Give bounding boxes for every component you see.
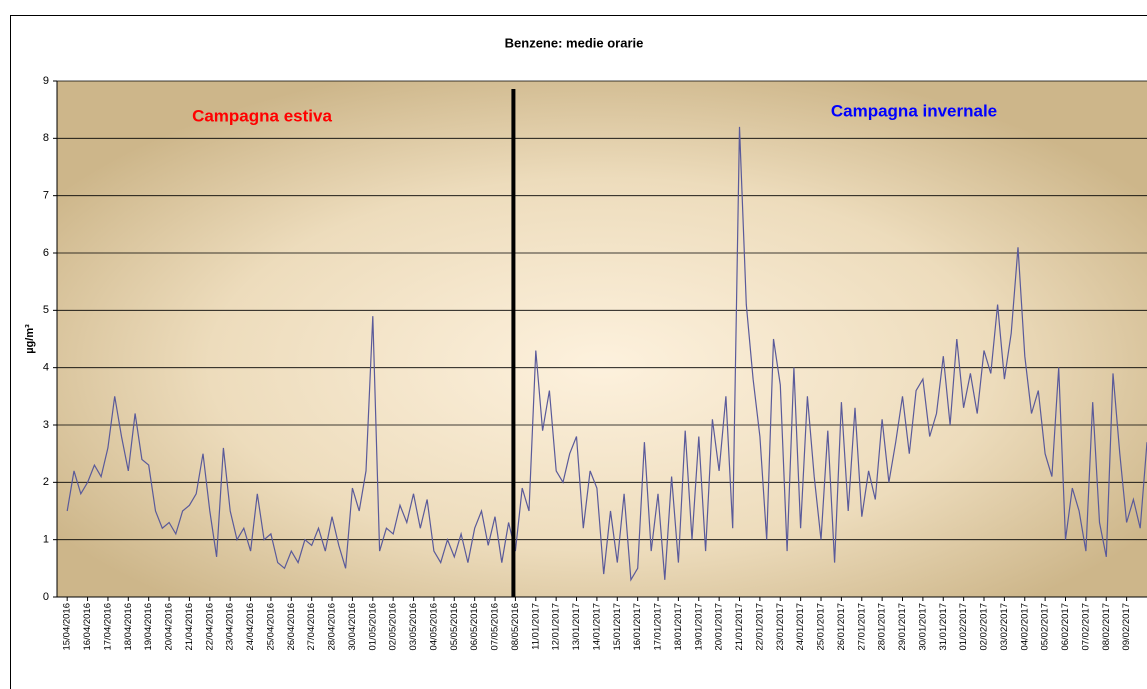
y-tick-label: 2 [43,476,49,488]
x-tick-label: 01/05/2016 [367,603,378,651]
x-tick-label: 11/01/2017 [530,603,541,650]
x-tick-label: 01/02/2017 [958,603,969,651]
y-tick-label: 6 [43,247,49,259]
annotation: Campagna estiva [192,106,332,125]
x-tick-label: 17/04/2016 [102,603,113,651]
x-tick-label: 27/04/2016 [306,603,317,651]
plot-area [57,81,1147,597]
x-tick-label: 06/05/2016 [469,603,480,651]
x-tick-label: 23/04/2016 [225,603,236,651]
y-tick-label: 1 [43,534,49,546]
x-tick-label: 03/05/2016 [408,603,419,651]
x-tick-label: 21/04/2016 [184,603,195,651]
x-tick-label: 05/02/2017 [1040,603,1051,651]
y-tick-label: 9 [43,75,49,87]
x-tick-label: 09/02/2017 [1121,603,1132,651]
y-tick-label: 4 [43,362,49,374]
x-tick-label: 24/04/2016 [245,603,256,651]
x-tick-label: 19/01/2017 [693,603,704,651]
annotation: Campagna invernale [831,101,997,120]
x-tick-label: 12/01/2017 [551,603,562,651]
x-tick-label: 13/01/2017 [571,603,582,651]
x-tick-label: 22/04/2016 [204,603,215,651]
x-tick-label: 20/01/2017 [714,603,725,651]
y-tick-label: 3 [43,419,49,431]
x-tick-label: 28/04/2016 [327,603,338,651]
x-tick-label: 28/01/2017 [877,603,888,651]
x-tick-label: 02/05/2016 [388,603,399,651]
y-tick-label: 7 [43,190,49,202]
x-tick-label: 30/01/2017 [917,603,928,651]
x-tick-label: 27/01/2017 [856,603,867,651]
x-tick-label: 25/04/2016 [265,603,276,651]
x-tick-label: 02/02/2017 [979,603,990,651]
x-tick-label: 14/01/2017 [591,603,602,651]
x-tick-label: 24/01/2017 [795,603,806,651]
x-tick-label: 25/01/2017 [816,603,827,651]
x-tick-label: 08/02/2017 [1101,603,1112,651]
data-line [66,126,1147,582]
x-tick-label: 07/05/2016 [490,603,501,651]
x-tick-label: 16/01/2017 [632,603,643,651]
x-tick-label: 20/04/2016 [164,603,175,651]
x-tick-label: 15/04/2016 [62,603,73,651]
x-tick-label: 21/01/2017 [734,603,745,651]
x-tick-label: 31/01/2017 [938,603,949,651]
x-tick-label: 16/04/2016 [82,603,93,651]
x-tick-label: 18/04/2016 [123,603,134,651]
x-tick-label: 23/01/2017 [775,603,786,651]
x-tick-label: 22/01/2017 [754,603,765,651]
x-tick-label: 29/01/2017 [897,603,908,651]
x-tick-label: 17/01/2017 [653,603,664,651]
x-tick-label: 07/02/2017 [1080,603,1091,651]
x-tick-label: 15/01/2017 [612,603,623,651]
y-tick-label: 0 [43,591,49,603]
x-tick-label: 05/05/2016 [449,603,460,651]
x-tick-label: 03/02/2017 [999,603,1010,651]
x-tick-label: 08/05/2016 [510,603,521,651]
y-axis-label: µg/m³ [24,324,36,354]
x-tick-label: 06/02/2017 [1060,603,1071,651]
x-tick-label: 04/02/2017 [1019,603,1030,651]
x-tick-label: 26/01/2017 [836,603,847,651]
x-tick-label: 18/01/2017 [673,603,684,651]
x-tick-label: 19/04/2016 [143,603,154,651]
chart-title: Benzene: medie orarie [505,35,644,50]
x-tick-label: 26/04/2016 [286,603,297,651]
x-tick-label: 30/04/2016 [347,603,358,651]
x-tick-label: 04/05/2016 [428,603,439,651]
y-tick-label: 8 [43,132,49,144]
y-tick-label: 5 [43,304,49,316]
